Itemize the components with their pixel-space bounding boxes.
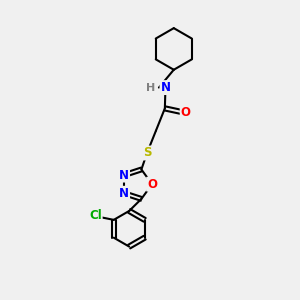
Text: N: N [160,81,170,94]
Text: S: S [143,146,151,160]
Text: N: N [119,187,129,200]
Text: O: O [181,106,191,119]
Text: O: O [147,178,157,191]
Text: Cl: Cl [89,209,102,222]
Text: N: N [119,169,129,182]
Text: H: H [146,82,155,93]
